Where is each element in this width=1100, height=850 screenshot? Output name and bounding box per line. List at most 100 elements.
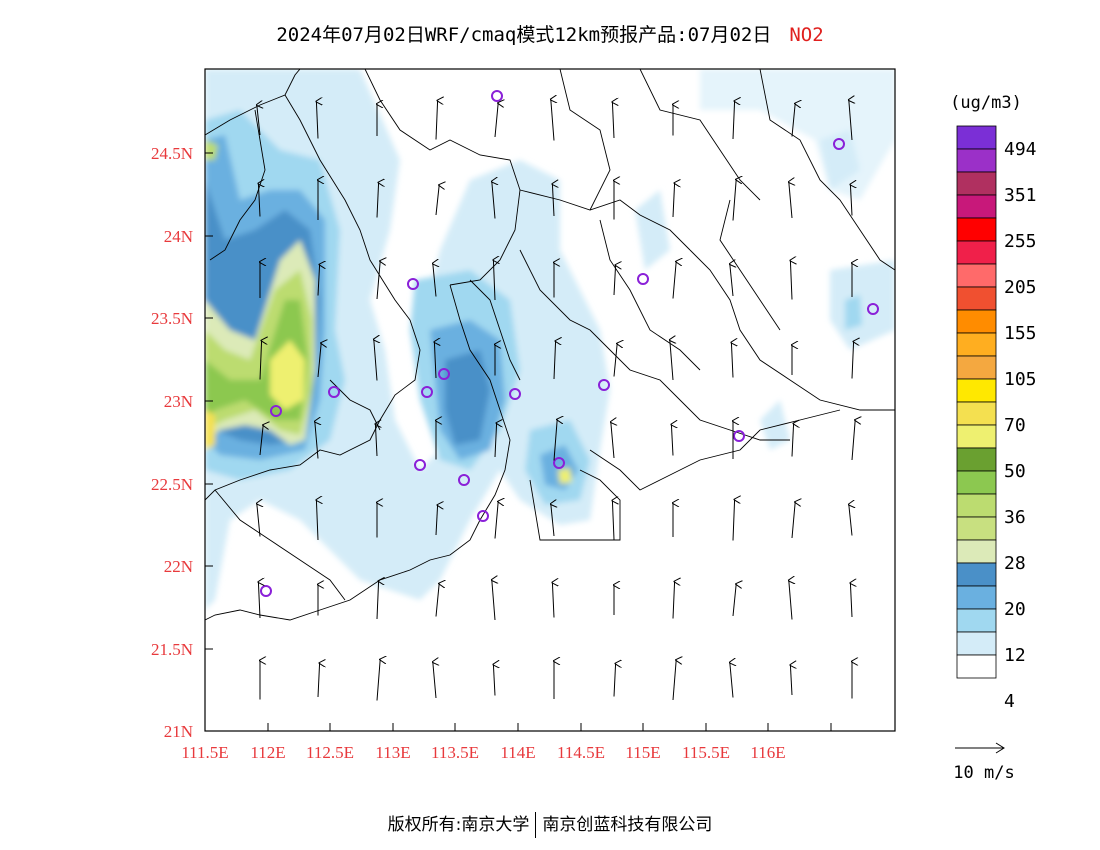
wind-vector-field <box>257 100 855 701</box>
legend-swatch <box>956 424 997 449</box>
legend-swatch <box>956 493 997 518</box>
legend-label: 20 <box>1004 599 1026 620</box>
station-marker[interactable] <box>458 474 470 486</box>
station-marker[interactable] <box>867 303 879 315</box>
station-marker[interactable] <box>733 430 745 442</box>
station-marker[interactable] <box>260 585 272 597</box>
pollutant-label: NO2 <box>789 24 824 46</box>
wind-vector <box>850 583 852 618</box>
station-marker[interactable] <box>833 138 845 150</box>
lon-label: 113.5E <box>431 743 479 762</box>
wind-vector <box>730 264 733 297</box>
wind-vector <box>257 504 260 537</box>
wind-vector <box>850 185 852 216</box>
wind-vector <box>376 183 379 218</box>
wind-scale-label: 10 m/s <box>953 763 1014 783</box>
axis-ticks <box>204 152 832 732</box>
legend-labels: 494 351 255 205 155 105 70 50 36 28 20 12 4 <box>1004 139 1037 712</box>
wind-vector <box>732 101 735 140</box>
lat-label: 22N <box>164 557 193 576</box>
station-marker[interactable] <box>328 386 340 398</box>
wind-scale-arrowhead <box>995 742 1005 754</box>
legend-swatch <box>956 309 997 334</box>
wind-vector <box>613 344 617 377</box>
lat-label: 21N <box>164 722 193 741</box>
wind-vector <box>552 583 554 618</box>
wind-vector <box>613 664 616 697</box>
legend-swatch <box>956 378 997 403</box>
wind-scale: 10 m/s <box>953 742 1015 783</box>
wind-vector <box>672 183 675 218</box>
station-marker[interactable] <box>491 90 503 102</box>
wind-vector <box>611 422 614 459</box>
wind-vector <box>435 101 438 140</box>
station-marker[interactable] <box>553 457 565 469</box>
lon-label: 113E <box>375 743 410 762</box>
lon-label: 112E <box>250 743 285 762</box>
station-marker[interactable] <box>509 388 521 400</box>
legend-label: 50 <box>1004 461 1026 482</box>
wind-vector <box>791 502 795 539</box>
title-text: 2024年07月02日WRF/cmaq模式12km预报产品:07月02日 <box>276 24 772 46</box>
lat-label: 21.5N <box>151 640 193 659</box>
legend-swatch <box>956 332 997 357</box>
wind-vector <box>433 662 436 699</box>
lon-label: 116E <box>750 743 785 762</box>
wind-vector <box>316 102 318 139</box>
wind-vector <box>553 341 556 380</box>
legend-swatch <box>956 516 997 541</box>
wind-vector <box>317 343 321 378</box>
legend-swatch <box>956 217 997 242</box>
lon-label: 111.5E <box>181 743 228 762</box>
wind-vector <box>435 185 439 216</box>
station-marker[interactable] <box>421 386 433 398</box>
wind-vector <box>494 502 498 539</box>
legend-label: 205 <box>1004 277 1037 298</box>
wind-vector <box>258 184 260 217</box>
wind-vector <box>732 500 735 541</box>
wind-vector <box>790 261 792 300</box>
station-markers <box>260 90 879 597</box>
wind-vector <box>493 260 495 301</box>
station-marker[interactable] <box>414 459 426 471</box>
wind-vector <box>612 102 614 139</box>
wind-vector <box>433 264 436 297</box>
lat-label: 23N <box>164 392 193 411</box>
lon-label: 115E <box>625 743 660 762</box>
wind-vector <box>259 341 262 380</box>
lat-label: 24.5N <box>151 144 193 163</box>
legend-swatch <box>956 263 997 288</box>
legend-swatch <box>956 355 997 380</box>
wind-vector <box>790 665 792 696</box>
wind-vector <box>316 500 318 541</box>
legend-swatch <box>956 125 997 150</box>
wind-vector <box>672 262 676 299</box>
legend-swatch <box>956 240 997 265</box>
wind-vector <box>553 420 557 461</box>
lon-label: 112.5E <box>306 743 354 762</box>
lat-label: 22.5N <box>151 475 193 494</box>
station-marker[interactable] <box>270 405 282 417</box>
wind-vector <box>376 261 380 300</box>
longitude-labels: 111.5E 112E 112.5E 113E 113.5E 114E 114.… <box>181 743 785 762</box>
legend-swatches <box>956 125 997 679</box>
wind-vector <box>612 501 614 540</box>
wind-vector <box>730 663 733 698</box>
station-marker[interactable] <box>477 510 489 522</box>
lon-label: 115.5E <box>682 743 730 762</box>
station-marker[interactable] <box>407 278 419 290</box>
wind-vector <box>732 180 736 221</box>
wind-vector <box>492 182 495 219</box>
wind-vector <box>375 424 377 457</box>
legend-label: 255 <box>1004 231 1037 252</box>
copyright-footer: 版权所有:南京大学 南京创蓝科技有限公司 <box>0 810 1100 838</box>
legend-unit: (ug/m3) <box>950 93 1022 113</box>
wind-vector <box>791 104 795 137</box>
station-marker[interactable] <box>438 368 450 380</box>
wind-vector <box>551 100 554 141</box>
wind-vector <box>731 343 733 378</box>
station-marker[interactable] <box>637 273 649 285</box>
station-marker[interactable] <box>598 379 610 391</box>
legend-swatch <box>956 470 997 495</box>
